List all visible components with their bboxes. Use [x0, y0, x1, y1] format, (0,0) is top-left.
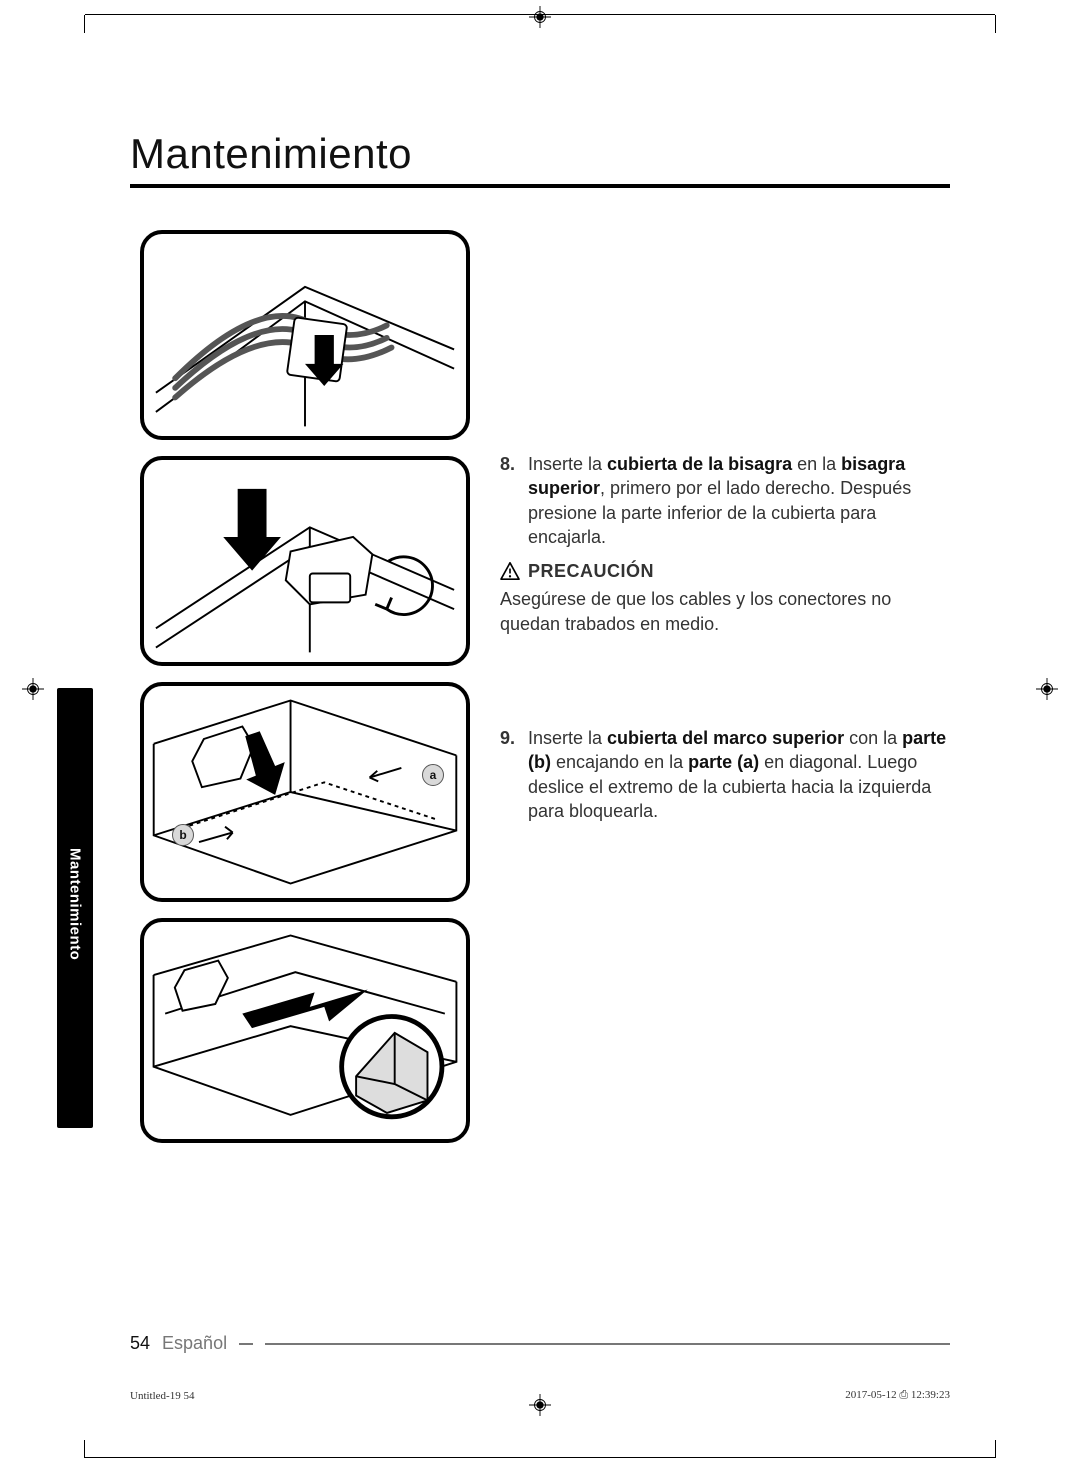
callout-a: a [422, 764, 444, 786]
registration-mark-top [529, 6, 551, 28]
print-meta-left: Untitled-19 54 [130, 1390, 194, 1402]
step-9: 9. Inserte la cubierta del marco superio… [500, 726, 950, 823]
caution-text: Asegúrese de que los cables y los conect… [500, 587, 950, 636]
instructions-column: 8. Inserte la cubierta de la bisagra en … [500, 230, 950, 829]
illustration-4 [140, 918, 470, 1143]
section-tab: Mantenimiento [57, 688, 93, 1128]
caution-label: PRECAUCIÓN [528, 559, 654, 583]
page-language: Español [162, 1333, 227, 1354]
illustration-3: a b [140, 682, 470, 902]
registration-mark-right [1036, 678, 1058, 700]
step-9-number: 9. [500, 726, 528, 823]
registration-mark-left [22, 678, 44, 700]
footer-rule [265, 1343, 950, 1345]
step-8-number: 8. [500, 452, 528, 549]
page-content: Mantenimiento [130, 130, 950, 1342]
title-rule [130, 184, 950, 188]
step-8-text: Inserte la cubierta de la bisagra en la … [528, 452, 950, 549]
crop-marks-bottom [85, 1457, 995, 1458]
caution-heading: PRECAUCIÓN [500, 559, 950, 583]
section-tab-label: Mantenimiento [67, 848, 84, 960]
page-footer: 54 Español [130, 1333, 950, 1354]
registration-mark-bottom [529, 1394, 551, 1416]
step-9-text: Inserte la cubierta del marco superior c… [528, 726, 950, 823]
warning-icon [500, 562, 520, 580]
page-title: Mantenimiento [130, 130, 950, 178]
print-meta-right: 2017-05-12 ⎙ 12:39:23 [845, 1389, 950, 1402]
callout-b: b [172, 824, 194, 846]
illustration-1 [140, 230, 470, 440]
illustrations-column: a b [140, 230, 470, 1159]
step-8: 8. Inserte la cubierta de la bisagra en … [500, 452, 950, 549]
page-number: 54 [130, 1333, 150, 1354]
illustration-2 [140, 456, 470, 666]
footer-rule-short [239, 1343, 253, 1345]
